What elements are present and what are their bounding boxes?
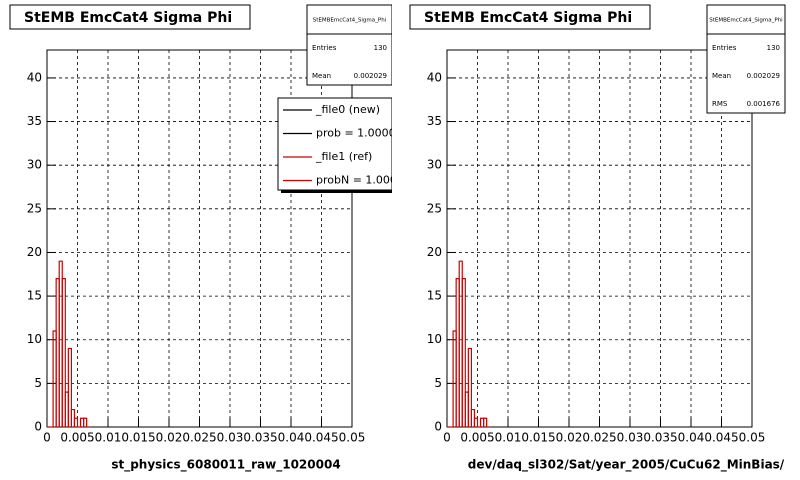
histogram-bin: [473, 417, 479, 427]
y-tick-label: 40: [427, 70, 442, 84]
histogram-bin: [461, 278, 466, 427]
y-tick-label: 10: [27, 332, 42, 346]
x-tick-label: 0.005: [460, 431, 494, 445]
stats-box: [306, 4, 392, 86]
panel: 0 0.005 0.01 0.015 0.02 0.025 0.03 0.035 0.04 0.0…: [409, 4, 786, 473]
x-tick-label: 0: [43, 431, 51, 445]
stats-value: 0.001676: [747, 100, 781, 108]
x-tick-label: 0.025: [582, 431, 616, 445]
histogram-bin: [483, 417, 488, 427]
x-tick-label: 0.045: [304, 431, 338, 445]
histogram-bin: [73, 417, 79, 427]
y-tick-label: 10: [427, 332, 442, 346]
stats-label: Mean: [712, 72, 731, 80]
plot-frame: [46, 49, 353, 428]
y-tick-label: 30: [427, 158, 442, 172]
y-tick-label: 40: [27, 70, 42, 84]
chart-title: StEMB EmcCat4 Sigma Phi: [24, 10, 232, 26]
y-tick-label: 15: [27, 289, 42, 303]
x-tick-label: 0.03: [217, 431, 244, 445]
y-tick-label: 0: [34, 420, 42, 434]
stats-label: RMS: [712, 100, 728, 108]
x-tick-label: 0.035: [643, 431, 677, 445]
x-axis-label: dev/daq_sl302/Sat/year_2005/CuCu62_MinBi…: [468, 458, 785, 473]
legend-label: _file1 (ref): [315, 150, 372, 163]
stats-value: 130: [767, 44, 780, 52]
stats-box: [706, 4, 786, 114]
x-tick-label: 0.005: [60, 431, 94, 445]
title-box: [9, 4, 251, 30]
y-tick-label: 25: [27, 201, 42, 215]
chart-title: StEMB EmcCat4 Sigma Phi: [424, 10, 632, 26]
x-tick-label: 0.045: [704, 431, 738, 445]
legend-box: [277, 97, 392, 191]
y-tick-label: 15: [427, 289, 442, 303]
x-tick-label: 0.03: [617, 431, 644, 445]
x-tick-label: 0: [443, 431, 451, 445]
x-axis-label: st_physics_6080011_raw_1020004: [111, 458, 340, 473]
x-tick-label: 0.05: [739, 431, 766, 445]
y-tick-label: 20: [27, 245, 42, 259]
legend-label: prob = 1.000000: [316, 127, 410, 140]
stats-label: Entries: [712, 44, 737, 52]
y-tick-label: 20: [427, 245, 442, 259]
title-box: [409, 4, 651, 30]
stats-value: 130: [374, 44, 387, 52]
legend-label: _file0 (new): [315, 103, 380, 116]
stats-name: StEMBEmcCat4_Sigma_Phi: [709, 18, 783, 24]
x-tick-label: 0.02: [156, 431, 183, 445]
x-tick-label: 0.01: [495, 431, 522, 445]
x-tick-label: 0.02: [556, 431, 583, 445]
x-tick-label: 0.025: [182, 431, 216, 445]
y-tick-label: 0: [434, 420, 442, 434]
stats-value: 0.002029: [747, 72, 780, 80]
x-tick-label: 0.01: [95, 431, 122, 445]
x-tick-label: 0.015: [521, 431, 555, 445]
histogram-bin: [61, 278, 66, 427]
y-tick-label: 35: [427, 114, 442, 128]
y-tick-label: 25: [427, 201, 442, 215]
stats-value: 0.002029: [354, 72, 387, 80]
x-tick-label: 0.05: [339, 431, 366, 445]
histogram-bin: [467, 347, 472, 427]
x-tick-label: 0.04: [678, 431, 705, 445]
x-tick-label: 0.015: [121, 431, 155, 445]
y-tick-label: 35: [27, 114, 42, 128]
x-tick-label: 0.04: [278, 431, 305, 445]
y-tick-label: 5: [34, 376, 42, 390]
legend-label: probN = 1.00000: [316, 174, 411, 187]
panel: 0 0.005 0.01 0.015 0.02 0.025 0.03 0.035 0.04 0.0…: [9, 4, 411, 473]
stats-label: Mean: [312, 72, 331, 80]
plot-frame: [446, 49, 753, 428]
stats-label: Entries: [312, 44, 337, 52]
x-tick-label: 0.035: [243, 431, 277, 445]
y-tick-label: 5: [434, 376, 442, 390]
histogram-bin: [67, 347, 72, 427]
y-tick-label: 30: [27, 158, 42, 172]
histogram-bin: [83, 417, 88, 427]
stats-name: StEMBEmcCat4_Sigma_Phi: [313, 18, 387, 24]
